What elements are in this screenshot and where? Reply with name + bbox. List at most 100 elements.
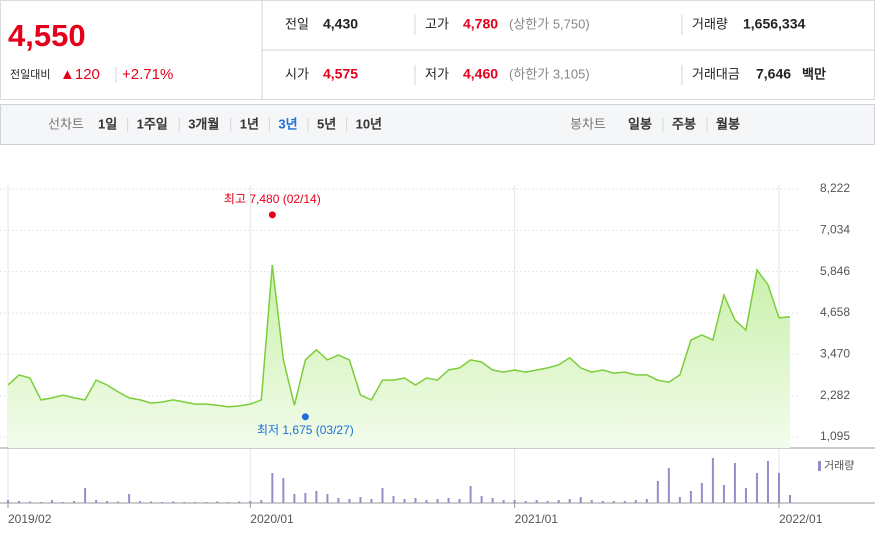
volume-bar <box>755 473 758 503</box>
volume-bar <box>502 500 505 503</box>
legend-label: 거래량 <box>824 459 854 472</box>
stat-unit: 백만 <box>802 66 826 81</box>
volume-bar <box>249 501 252 503</box>
volume-bar <box>29 501 32 503</box>
volume-bar <box>304 493 307 503</box>
volume-bar <box>656 481 659 503</box>
volume-bar <box>689 491 692 503</box>
volume-bar <box>51 500 54 503</box>
volume-bar <box>733 463 736 503</box>
stat-value: 7,646 <box>756 66 791 82</box>
volume-bar <box>436 499 439 503</box>
volume-bar <box>535 500 538 503</box>
volume-bar <box>392 496 395 503</box>
stat-value: 1,656,334 <box>743 16 805 32</box>
volume-bar <box>458 499 461 503</box>
volume-bar <box>480 496 483 503</box>
volume-bar <box>414 498 417 503</box>
extreme-label: 최고 7,480 (02/14) <box>224 192 321 206</box>
volume-bar <box>623 501 626 503</box>
volume-bar <box>238 501 241 503</box>
volume-bar <box>161 502 164 503</box>
change-rate: +2.71% <box>122 66 173 83</box>
y-tick-label: 1,095 <box>820 429 850 443</box>
stat-value: 4,460 <box>463 66 498 82</box>
y-tick-label: 5,846 <box>820 264 850 278</box>
nav-period[interactable]: 1년 <box>240 116 259 131</box>
extreme-marker <box>301 413 309 421</box>
volume-bar <box>7 500 9 503</box>
volume-bar <box>128 494 131 503</box>
nav-period[interactable]: 3개월 <box>188 116 219 131</box>
volume-bar <box>711 458 714 503</box>
volume-bar <box>150 501 153 503</box>
volume-bar <box>282 478 285 503</box>
volume-bar <box>315 491 318 503</box>
volume-bar <box>722 485 725 503</box>
volume-bar <box>568 499 571 503</box>
volume-bar <box>293 494 296 503</box>
nav-period[interactable]: 1주일 <box>137 116 168 131</box>
nav-period[interactable]: 1일 <box>98 116 117 131</box>
stat-note: (상한가 5,750) <box>509 16 590 31</box>
volume-bar <box>359 497 362 503</box>
area <box>8 264 790 448</box>
x-tick-label: 2019/02 <box>8 512 52 526</box>
volume-bar <box>700 483 703 503</box>
stat-value: 4,430 <box>323 16 358 32</box>
x-tick-label: 2022/01 <box>779 512 823 526</box>
volume-bar <box>524 501 527 503</box>
volume-bar <box>678 497 681 503</box>
stat-label: 저가 <box>425 66 449 81</box>
nav-period[interactable]: 3년 <box>278 116 297 131</box>
volume-bar <box>326 494 329 503</box>
price: 4,550 <box>8 18 86 53</box>
change-label: 전일대비 <box>10 67 50 81</box>
volume-bar <box>216 501 219 503</box>
volume-bar <box>106 501 109 503</box>
y-tick-label: 8,222 <box>820 181 850 195</box>
volume-bar <box>612 501 615 503</box>
nav-period[interactable]: 5년 <box>317 116 336 131</box>
volume-bar <box>667 468 670 503</box>
nav-label: 봉차트 <box>570 116 606 131</box>
volume-bar <box>381 488 384 503</box>
volume-bar <box>744 488 747 503</box>
volume-bar <box>117 501 120 503</box>
volume-bar <box>227 502 230 503</box>
stat-label: 시가 <box>285 66 309 81</box>
volume-bar <box>337 498 340 503</box>
volume-bar <box>513 500 516 503</box>
volume-bar <box>601 501 604 503</box>
volume-bar <box>634 500 637 503</box>
stat-label: 거래량 <box>692 16 728 31</box>
volume-bar <box>95 500 98 503</box>
volume-bar <box>139 501 142 503</box>
volume-bar <box>557 500 560 503</box>
volume-bar <box>403 499 406 503</box>
volume-bar <box>766 461 769 503</box>
volume-bar <box>260 500 263 503</box>
nav-period[interactable]: 일봉 <box>628 116 652 131</box>
nav-period[interactable]: 10년 <box>356 116 382 131</box>
legend-swatch <box>818 461 821 471</box>
volume-bar <box>469 486 472 503</box>
stat-value: 4,575 <box>323 66 358 82</box>
extreme-marker <box>268 211 276 219</box>
volume-bar <box>194 502 197 503</box>
price-line <box>7 264 791 408</box>
nav-period[interactable]: 주봉 <box>672 116 696 131</box>
volume-bar <box>73 501 76 503</box>
volume-bar <box>348 499 351 503</box>
change: ▲120 <box>60 66 100 83</box>
volume-bar <box>789 495 791 503</box>
volume-bar <box>205 502 208 503</box>
stat-label: 전일 <box>285 16 309 31</box>
nav-period[interactable]: 월봉 <box>716 116 740 131</box>
volume-bar <box>590 500 593 503</box>
y-tick-label: 2,282 <box>820 388 850 402</box>
volume-bar <box>18 501 21 503</box>
volume-bar <box>447 498 450 503</box>
stat-label: 고가 <box>425 16 449 31</box>
